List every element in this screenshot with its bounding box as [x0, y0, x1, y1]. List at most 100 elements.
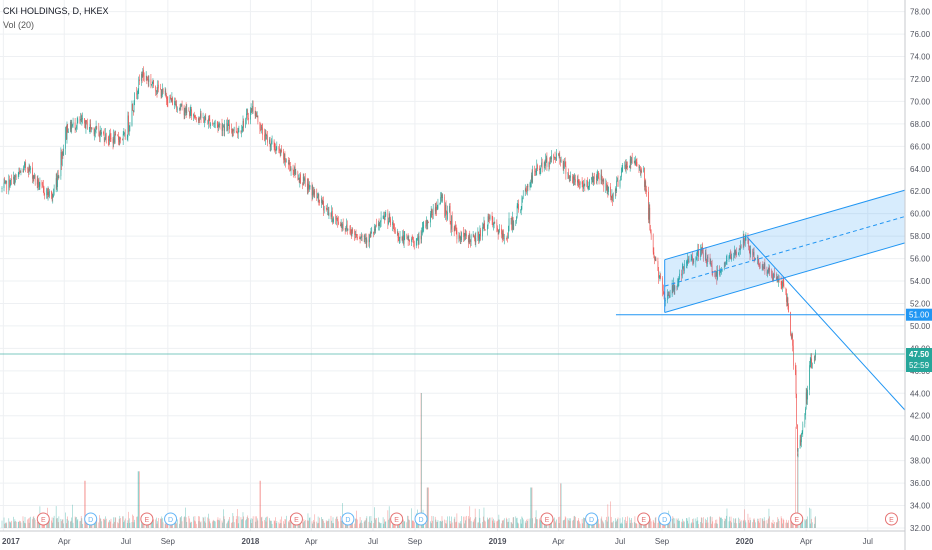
- candle-body: [416, 238, 418, 240]
- candle-body: [681, 267, 683, 276]
- candle-body: [198, 118, 200, 121]
- volume-bar: [465, 520, 466, 528]
- volume-bar: [231, 522, 233, 528]
- candle-body: [354, 231, 355, 235]
- candle-body: [304, 178, 305, 181]
- event-marker-label: D: [345, 517, 350, 524]
- volume-bar: [782, 518, 784, 528]
- volume-bar: [554, 520, 556, 528]
- candle-body: [279, 150, 281, 155]
- volume-bar: [14, 519, 16, 528]
- candle-body: [9, 185, 11, 188]
- volume-bar: [270, 521, 272, 528]
- volume-bar: [126, 522, 128, 528]
- volume-bar: [246, 519, 247, 528]
- volume-bar: [494, 520, 496, 528]
- price-tick-label: 52.00: [910, 299, 931, 308]
- candle-body: [408, 239, 410, 241]
- candle-body: [432, 207, 434, 215]
- candle-body: [548, 162, 550, 167]
- candle-body: [546, 157, 548, 167]
- candle-body: [633, 161, 635, 163]
- volume-bar: [75, 517, 77, 528]
- volume-bar: [259, 480, 261, 528]
- volume-bar: [664, 523, 666, 528]
- candle-body: [801, 433, 802, 443]
- candle-body: [524, 189, 526, 196]
- candle-body: [152, 80, 154, 84]
- candle-body: [382, 216, 384, 218]
- volume-bar: [636, 523, 638, 528]
- candle-body: [200, 113, 201, 119]
- candle-body: [612, 194, 613, 202]
- volume-bar: [430, 521, 431, 528]
- candle-body: [463, 232, 464, 237]
- volume-bar: [404, 521, 406, 528]
- candle-body: [336, 218, 337, 220]
- volume-bar: [537, 519, 538, 528]
- candle-body: [577, 180, 579, 184]
- candle-body: [679, 273, 680, 279]
- volume-bar: [184, 516, 186, 528]
- volume-bar: [805, 520, 806, 528]
- candle-body: [530, 182, 531, 183]
- candle-body: [184, 112, 186, 116]
- candle-body: [686, 261, 688, 264]
- volume-bar: [620, 523, 622, 528]
- volume-bar: [152, 520, 154, 528]
- candle-body: [516, 205, 518, 217]
- candle-body: [700, 249, 702, 252]
- volume-bar: [577, 520, 579, 528]
- candle-body: [646, 189, 647, 192]
- symbol-title[interactable]: CKI HOLDINGS, D, HKEX: [3, 6, 109, 16]
- candle-body: [730, 256, 732, 259]
- candle-body: [493, 222, 495, 224]
- volume-bar: [221, 520, 223, 528]
- volume-bar: [783, 520, 785, 528]
- price-tick-label: 70.00: [910, 97, 931, 106]
- volume-bar: [621, 523, 623, 528]
- candle-body: [313, 190, 315, 195]
- volume-bar: [407, 515, 408, 528]
- candle-body: [644, 168, 645, 187]
- candle-body: [758, 259, 760, 264]
- candle-body: [478, 239, 480, 241]
- candle-body: [70, 121, 72, 130]
- candle-body: [687, 258, 689, 262]
- candle-body: [126, 137, 128, 140]
- volume-bar: [498, 514, 500, 528]
- candle-body: [360, 237, 362, 239]
- volume-bar: [161, 516, 163, 528]
- candle-body: [399, 236, 401, 239]
- volume-bar: [128, 518, 130, 528]
- time-axis[interactable]: 2017 Apr Jul Sep 2018 Apr Jul Sep 2019 Apr Jul Sep 2…: [2, 537, 873, 546]
- candle-body: [731, 258, 733, 259]
- candle-body: [238, 130, 240, 132]
- candle-body: [426, 220, 428, 225]
- candle-body: [813, 356, 815, 364]
- volume-bar: [304, 519, 306, 528]
- candle-body: [290, 166, 291, 171]
- candle-body: [767, 269, 768, 274]
- volume-bar: [380, 523, 381, 528]
- candle-body: [556, 153, 557, 161]
- candle-body: [579, 183, 580, 185]
- volume-bar: [721, 518, 723, 528]
- candle-body: [103, 132, 104, 134]
- volume-bar: [669, 519, 670, 528]
- candle-body: [167, 101, 169, 103]
- candle-body: [283, 151, 284, 160]
- volume-bar: [605, 519, 607, 528]
- time-tick-label: Apr: [58, 537, 71, 546]
- price-axis[interactable]: 78.0076.0074.0072.0070.0068.0066.0064.00…: [910, 8, 931, 533]
- candle-body: [195, 117, 197, 120]
- volume-indicator-label[interactable]: Vol (20): [3, 20, 35, 30]
- candle-body: [445, 204, 446, 217]
- candle-body: [281, 149, 282, 152]
- candle-body: [668, 294, 670, 296]
- candle-body: [285, 159, 286, 163]
- volume-bar: [677, 519, 678, 528]
- volume-bar: [522, 519, 524, 528]
- candle-body: [482, 227, 483, 237]
